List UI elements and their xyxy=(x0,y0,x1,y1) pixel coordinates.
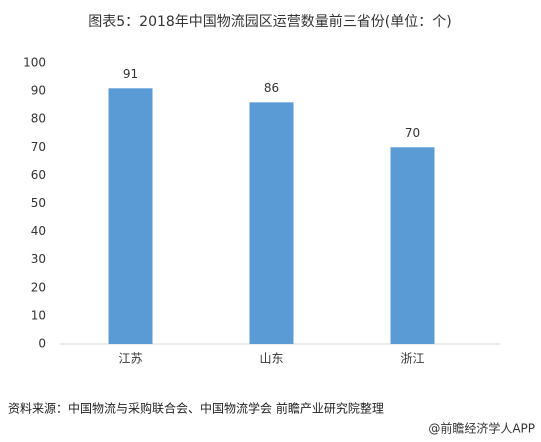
y-tick-label: 10 xyxy=(31,308,46,322)
y-tick-label: 60 xyxy=(31,168,46,182)
data-label: 70 xyxy=(405,126,420,140)
footer: @前瞻经济学人APP xyxy=(428,421,535,436)
source: 资料来源：中国物流与采购联合会、中国物流学会 前瞻产业研究院整理 xyxy=(8,401,384,416)
y-tick-label: 90 xyxy=(31,84,46,98)
y-tick-label: 0 xyxy=(38,337,46,351)
y-tick-label: 30 xyxy=(31,252,46,266)
chart-title: 图表5：2018年中国物流园区运营数量前三省份(单位：个) xyxy=(88,13,451,30)
y-tick-label: 70 xyxy=(31,140,46,154)
y-tick-label: 80 xyxy=(31,112,46,126)
data-label: 91 xyxy=(123,67,138,81)
y-tick-label: 20 xyxy=(31,280,46,294)
y-tick-label: 100 xyxy=(23,56,46,70)
x-tick-label: 山东 xyxy=(259,352,283,366)
data-label: 86 xyxy=(264,81,279,95)
bar xyxy=(390,147,435,344)
x-tick-label: 江苏 xyxy=(118,352,142,366)
x-tick-label: 浙江 xyxy=(400,352,424,366)
bar xyxy=(108,88,153,344)
y-tick-label: 50 xyxy=(31,196,46,210)
bar xyxy=(249,102,294,344)
y-tick-label: 40 xyxy=(31,224,46,238)
